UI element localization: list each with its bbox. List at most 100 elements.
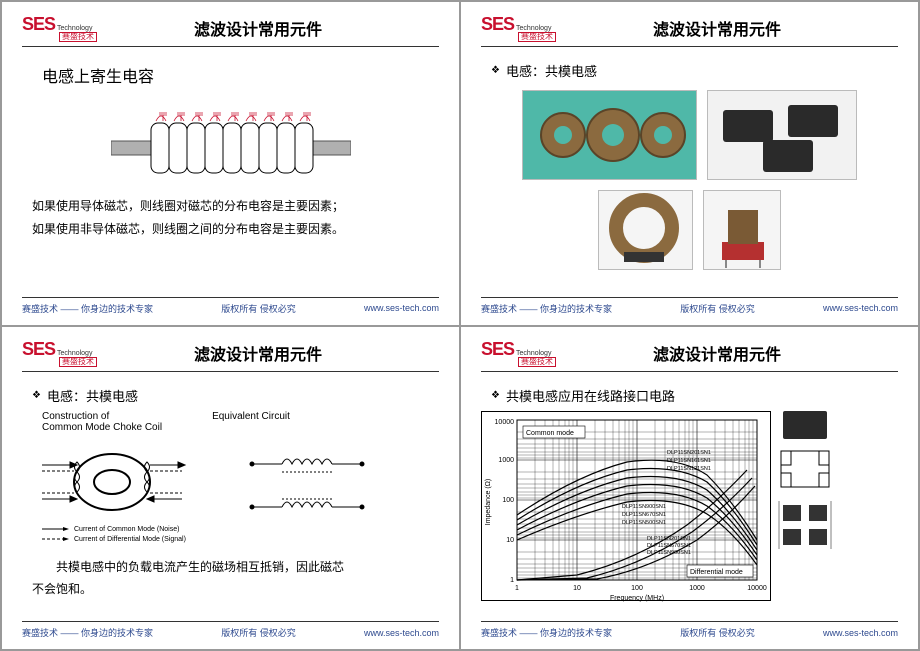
svg-text:DLP11SN900SN1: DLP11SN900SN1 — [647, 550, 691, 556]
svg-text:100: 100 — [631, 585, 643, 592]
chip-outline-pads — [777, 499, 833, 551]
footer-mid: 版权所有 侵权必究 — [221, 302, 296, 315]
legend-common: Current of Common Mode (Noise) — [74, 526, 179, 533]
legend-diff: Current of Differential Mode (Signal) — [74, 536, 186, 543]
diamond-icon: ❖ — [491, 390, 500, 401]
logo-ses-text: SES — [22, 14, 55, 35]
slide-title: 滤波设计常用元件 — [576, 341, 858, 365]
slide-header: SES Technology 赛盛技术 滤波设计常用元件 — [22, 14, 439, 47]
slide1-subtitle: 电感上寄生电容 — [42, 63, 439, 87]
svg-text:1: 1 — [510, 577, 514, 584]
logo-cn-text: 赛盛技术 — [518, 32, 556, 42]
logo-ses-text: SES — [481, 14, 514, 35]
svg-text:DLP11SN900SN1: DLP11SN900SN1 — [622, 504, 666, 510]
logo-ses-text: SES — [481, 339, 514, 360]
slide1-body: 电感上寄生电容 — [22, 55, 439, 297]
slide-1: SES Technology 赛盛技术 滤波设计常用元件 电感上寄生电容 — [1, 1, 460, 326]
slide3-diagram: Construction of Common Mode Choke Coil E… — [22, 411, 439, 550]
svg-text:1000: 1000 — [498, 457, 514, 464]
chart-label-diff: Differential mode — [690, 569, 743, 576]
logo-tech-text: Technology — [57, 350, 97, 357]
slide2-body: ❖ 电感：共模电感 — [481, 55, 898, 297]
footer-left: 赛盛技术 —— 你身边的技术专家 — [481, 626, 612, 639]
logo: SES Technology 赛盛技术 — [22, 14, 97, 42]
slide3-body1: 共模电感中的负载电流产生的磁场相互抵销，因此磁芯 — [56, 560, 344, 574]
photo-choke-red — [703, 190, 781, 270]
slide-header: SES Technology 赛盛技术 滤波设计常用元件 — [481, 14, 898, 47]
logo: SES Technology 赛盛技术 — [22, 339, 97, 367]
slide2-bullet-text: 电感：共模电感 — [506, 61, 597, 80]
svg-text:DLP11SN670SN1: DLP11SN670SN1 — [647, 543, 691, 549]
slide4-body: ❖ 共模电感应用在线路接口电路 — [481, 380, 898, 622]
slide1-line1: 如果使用导体磁芯，则线圈对磁芯的分布电容是主要因素； — [32, 195, 429, 218]
slide2-photos — [481, 86, 898, 274]
impedance-chart: Common mode Differential mode DLP11SN201… — [481, 411, 771, 601]
chart-label-common: Common mode — [526, 430, 574, 437]
logo-cn-text: 赛盛技术 — [518, 357, 556, 367]
slide-title: 滤波设计常用元件 — [576, 16, 858, 40]
svg-text:DLP11SN161SN1: DLP11SN161SN1 — [667, 458, 711, 464]
svg-text:10: 10 — [506, 537, 514, 544]
photo-smd-chokes — [707, 90, 857, 180]
svg-text:1: 1 — [515, 585, 519, 592]
diamond-icon: ❖ — [491, 65, 500, 76]
logo: SES Technology 赛盛技术 — [481, 339, 556, 367]
svg-text:10: 10 — [573, 585, 581, 592]
svg-text:10000: 10000 — [747, 585, 767, 592]
diamond-icon: ❖ — [32, 390, 41, 401]
svg-text:DLP11SN670SN1: DLP11SN670SN1 — [622, 512, 666, 518]
chip-images — [777, 411, 833, 601]
label-construction: Construction of Common Mode Choke Coil — [42, 411, 162, 433]
chart-xlabel: Frequency (MHz) — [610, 595, 664, 602]
slide-4: SES Technology 赛盛技术 滤波设计常用元件 ❖ 共模电感应用在线路… — [460, 326, 919, 651]
slide1-line2: 如果使用非导体磁芯，则线圈之间的分布电容是主要因素。 — [32, 218, 429, 241]
label-equivalent: Equivalent Circuit — [212, 411, 290, 433]
logo-ses-text: SES — [22, 339, 55, 360]
slide3-bullet: ❖ 电感：共模电感 — [32, 386, 439, 405]
footer-mid: 版权所有 侵权必究 — [680, 302, 755, 315]
chip-outline-top — [777, 447, 833, 491]
svg-text:10000: 10000 — [495, 419, 515, 426]
slide-footer: 赛盛技术 —— 你身边的技术专家 版权所有 侵权必究 www.ses-tech.… — [22, 621, 439, 639]
slide-title: 滤波设计常用元件 — [117, 16, 399, 40]
logo: SES Technology 赛盛技术 — [481, 14, 556, 42]
slide-footer: 赛盛技术 —— 你身边的技术专家 版权所有 侵权必究 www.ses-tech.… — [481, 297, 898, 315]
footer-mid: 版权所有 侵权必究 — [221, 626, 296, 639]
logo-cn-text: 赛盛技术 — [59, 357, 97, 367]
svg-text:DLP11SN121SN1: DLP11SN121SN1 — [667, 466, 711, 472]
footer-left: 赛盛技术 —— 你身边的技术专家 — [22, 302, 153, 315]
slide3-text: 共模电感中的负载电流产生的磁场相互抵销，因此磁芯 不会饱和。 — [32, 556, 429, 602]
svg-text:DLP11SN201SN1: DLP11SN201SN1 — [647, 536, 691, 542]
footer-url: www.ses-tech.com — [364, 303, 439, 313]
slide-title: 滤波设计常用元件 — [117, 341, 399, 365]
chart-ylabel: Impedance (Ω) — [485, 478, 492, 524]
logo-cn-text: 赛盛技术 — [59, 32, 97, 42]
slide3-bullet-text: 电感：共模电感 — [47, 386, 138, 405]
chart-container: Common mode Differential mode DLP11SN201… — [481, 411, 898, 601]
svg-text:DLP11SN500SN1: DLP11SN500SN1 — [622, 520, 666, 526]
slide1-text: 如果使用导体磁芯，则线圈对磁芯的分布电容是主要因素； 如果使用非导体磁芯，则线圈… — [32, 195, 429, 241]
slide-footer: 赛盛技术 —— 你身边的技术专家 版权所有 侵权必究 www.ses-tech.… — [22, 297, 439, 315]
footer-url: www.ses-tech.com — [823, 303, 898, 313]
logo-tech-text: Technology — [57, 25, 97, 32]
chip-photo — [783, 411, 827, 439]
slide-2: SES Technology 赛盛技术 滤波设计常用元件 ❖ 电感：共模电感 — [460, 1, 919, 326]
photo-toroids-teal — [522, 90, 697, 180]
slide4-bullet-text: 共模电感应用在线路接口电路 — [506, 386, 675, 405]
svg-text:1000: 1000 — [689, 585, 705, 592]
slide2-bullet: ❖ 电感：共模电感 — [491, 61, 898, 80]
slide3-body: ❖ 电感：共模电感 Construction of Common Mode Ch… — [22, 380, 439, 622]
slide4-bullet: ❖ 共模电感应用在线路接口电路 — [491, 386, 898, 405]
slide-footer: 赛盛技术 —— 你身边的技术专家 版权所有 侵权必究 www.ses-tech.… — [481, 621, 898, 639]
photo-toroid-standing — [598, 190, 693, 270]
slide3-body2: 不会饱和。 — [32, 582, 92, 596]
svg-text:100: 100 — [502, 497, 514, 504]
slide-header: SES Technology 赛盛技术 滤波设计常用元件 — [22, 339, 439, 372]
logo-tech-text: Technology — [516, 25, 556, 32]
footer-mid: 版权所有 侵权必究 — [680, 626, 755, 639]
slide-3: SES Technology 赛盛技术 滤波设计常用元件 ❖ 电感：共模电感 C… — [1, 326, 460, 651]
logo-tech-text: Technology — [516, 350, 556, 357]
footer-url: www.ses-tech.com — [364, 628, 439, 638]
svg-text:DLP11SN201SN1: DLP11SN201SN1 — [667, 450, 711, 456]
slide-header: SES Technology 赛盛技术 滤波设计常用元件 — [481, 339, 898, 372]
